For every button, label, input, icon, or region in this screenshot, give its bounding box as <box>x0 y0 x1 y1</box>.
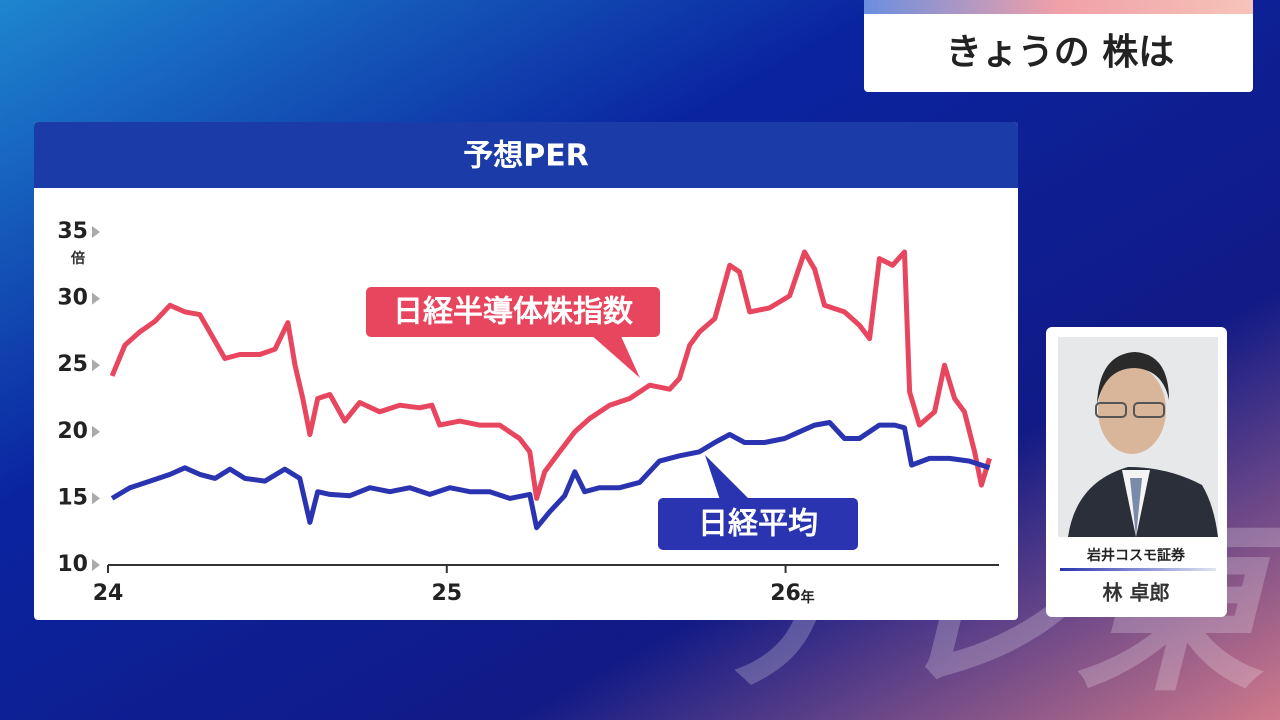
callout-pointer <box>705 455 750 500</box>
y-tick-mark <box>92 226 100 238</box>
guest-name: 林 卓郎 <box>1103 581 1170 605</box>
x-unit-label: 年 <box>801 589 815 606</box>
series-line <box>110 420 991 531</box>
y-tick-mark <box>92 425 100 438</box>
legend-label: 日経半導体株指数 <box>393 295 633 330</box>
guest-glasses <box>1095 402 1127 418</box>
guest-glasses <box>1133 402 1165 418</box>
callout-pointer <box>590 334 640 378</box>
y-tick-label: 30 <box>57 286 88 311</box>
header-box <box>864 0 1253 92</box>
y-tick-label: 35 <box>57 219 88 244</box>
legend-label: 日経平均 <box>698 507 818 542</box>
guest-tie <box>1130 478 1142 537</box>
guest-company: 岩井コスモ証券 <box>1086 547 1186 564</box>
y-unit-label: 倍 <box>70 250 85 267</box>
y-tick-mark <box>92 359 100 372</box>
y-tick-label: 10 <box>57 552 88 577</box>
y-tick-label: 15 <box>57 485 88 510</box>
header-strip <box>864 0 1253 14</box>
y-tick-label: 25 <box>57 352 88 377</box>
header-title: きょうの 株は <box>946 32 1175 73</box>
guest-hair <box>1097 352 1169 404</box>
guest-underline <box>1060 568 1216 571</box>
y-tick-mark <box>92 559 100 571</box>
x-tick-label: 25 <box>431 581 462 606</box>
chart-panel <box>34 122 1018 620</box>
y-tick-mark <box>92 292 100 305</box>
guest-face <box>1098 366 1166 454</box>
chart-title: 予想PER <box>463 139 589 174</box>
chart-header <box>34 122 1018 188</box>
x-tick-label: 26 <box>770 581 801 606</box>
callout-box <box>366 287 660 337</box>
series-line <box>109 249 992 501</box>
callout-box <box>658 498 858 550</box>
y-tick-mark <box>92 492 100 505</box>
x-tick-label: 24 <box>93 581 124 606</box>
y-tick-label: 20 <box>57 419 88 444</box>
